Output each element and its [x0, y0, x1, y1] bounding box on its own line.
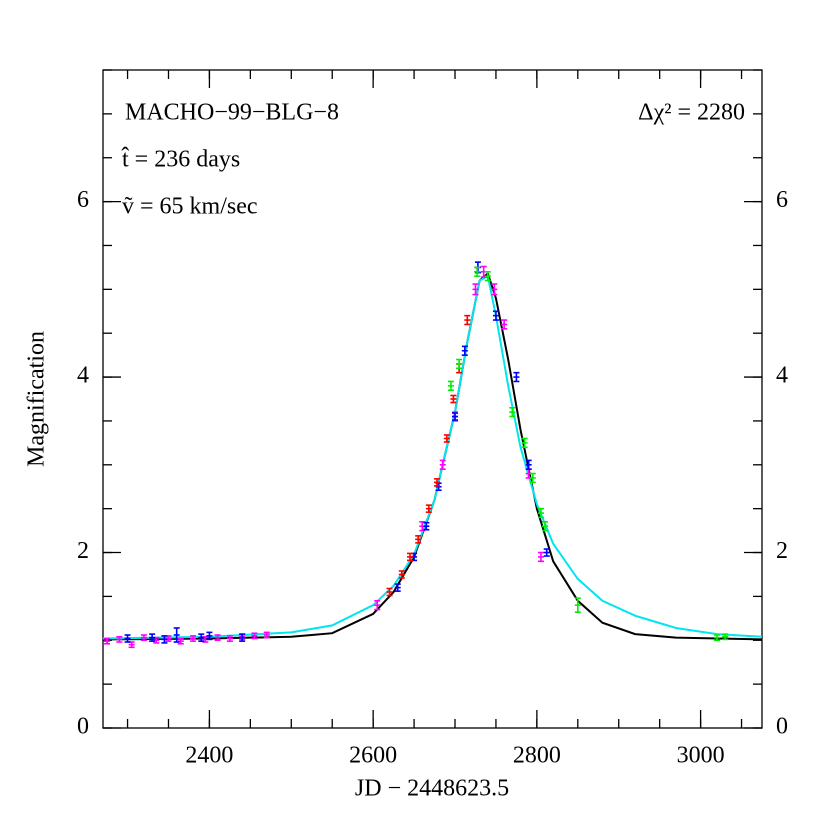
data-point: [501, 319, 508, 330]
data-point: [450, 394, 457, 404]
y-tick-label: 6: [77, 187, 89, 213]
data-point: [435, 482, 442, 492]
data-point: [263, 631, 270, 639]
data-point: [713, 634, 720, 642]
data-point: [398, 570, 405, 579]
data-point: [439, 459, 446, 470]
data-point: [161, 635, 168, 644]
data-point: [464, 314, 471, 326]
data-point: [374, 599, 381, 611]
data-point: [529, 472, 536, 484]
y-axis-label: Magnification: [24, 331, 50, 467]
data-point: [239, 633, 246, 642]
data-point: [537, 507, 544, 519]
y-tick-label-right: 2: [776, 538, 788, 564]
data-point: [543, 548, 550, 557]
data-point: [386, 587, 393, 597]
data-point: [574, 597, 581, 613]
x-axis-label: JD − 2448623.5: [355, 776, 509, 802]
data-point: [140, 634, 147, 642]
data-point: [491, 283, 498, 296]
data-point: [394, 583, 401, 592]
data-point: [177, 637, 184, 645]
data-point: [443, 434, 450, 443]
data-point: [492, 310, 499, 321]
plot-frame: [102, 69, 763, 729]
y-tick-label-right: 4: [776, 363, 788, 389]
y-tick-label: 0: [77, 714, 89, 740]
y-tick-label-right: 0: [776, 714, 788, 740]
data-point: [480, 265, 487, 278]
data-point: [415, 535, 422, 544]
data-point: [214, 634, 221, 642]
x-tick-label: 2800: [513, 743, 561, 769]
data-point: [198, 633, 205, 642]
data-point: [513, 371, 520, 383]
data-point: [251, 632, 258, 640]
data-point: [509, 406, 516, 418]
y-tick-label: 4: [77, 363, 89, 389]
annotation: Δχ² = 2280: [638, 100, 745, 126]
data-point: [190, 635, 197, 642]
data-point: [472, 283, 479, 296]
data-point: [423, 521, 430, 531]
data-point: [173, 627, 180, 643]
model-curve: [102, 274, 763, 640]
data-point: [226, 635, 233, 642]
data-point: [484, 270, 491, 282]
data-point: [149, 633, 156, 642]
annotation: MACHO−99−BLG−8: [125, 100, 339, 126]
data-point: [452, 412, 459, 421]
data-point: [434, 478, 441, 487]
x-tick-label: 3000: [677, 743, 725, 769]
data-point: [153, 636, 160, 644]
data-point: [206, 631, 213, 641]
data-point: [104, 637, 111, 645]
y-tick-label: 2: [77, 538, 89, 564]
data-point: [461, 345, 468, 356]
x-tick-label: 2400: [185, 743, 233, 769]
model-curve: [102, 271, 763, 641]
data-point: [456, 358, 463, 370]
data-point: [425, 504, 432, 513]
data-point: [447, 380, 454, 392]
data-point: [116, 635, 123, 643]
data-point: [474, 266, 481, 277]
y-tick-label-right: 6: [776, 187, 788, 213]
data-point: [525, 459, 532, 470]
data-point: [722, 633, 729, 641]
data-point: [124, 634, 131, 643]
data-point: [406, 552, 413, 562]
annotation: t̂ = 236 days: [121, 147, 240, 173]
data-point: [542, 521, 549, 532]
data-point: [521, 437, 528, 449]
x-tick-label: 2600: [349, 743, 397, 769]
annotation: ṽ = 65 km/sec: [122, 194, 258, 220]
data-point: [537, 551, 544, 563]
